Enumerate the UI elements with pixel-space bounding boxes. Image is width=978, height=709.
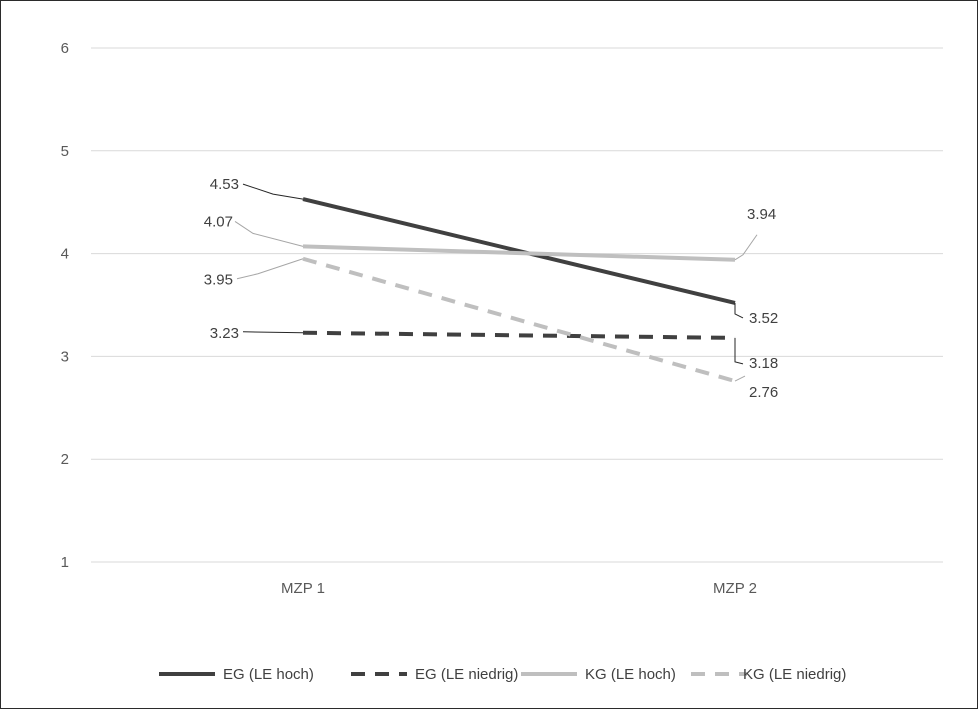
- data-label-eg-le-niedrig-2: 3.18: [749, 355, 778, 372]
- legend-label: KG (LE hoch): [585, 666, 676, 683]
- series-line-kg-le-hoch: [302, 244, 736, 262]
- legend-label: EG (LE niedrig): [415, 666, 518, 683]
- y-tick-label: 5: [61, 143, 69, 160]
- data-label-eg-le-hoch-1: 4.53: [210, 176, 239, 193]
- legend-item-eg-le-hoch: EG (LE hoch): [159, 666, 314, 683]
- leader-line: [234, 220, 304, 247]
- legend-label: EG (LE hoch): [223, 666, 314, 683]
- legend-label: KG (LE niedrig): [743, 666, 846, 683]
- data-label-kg-le-niedrig-1: 3.95: [204, 272, 233, 289]
- legend-item-kg-le-hoch: KG (LE hoch): [521, 666, 676, 683]
- x-axis-ticks: MZP 1 MZP 2: [281, 580, 757, 597]
- series-line-eg-le-hoch: [302, 197, 736, 305]
- series-lines: [302, 197, 736, 383]
- y-tick-label: 6: [61, 40, 69, 57]
- leader-line: [734, 234, 758, 261]
- series-line-kg-le-niedrig: [302, 256, 736, 383]
- leader-line: [242, 331, 304, 334]
- leader-line: [242, 183, 304, 200]
- x-tick-label: MZP 1: [281, 580, 325, 597]
- y-tick-label: 1: [61, 554, 69, 571]
- series-line-eg-le-niedrig: [302, 330, 736, 340]
- data-label-eg-le-hoch-2: 3.52: [749, 310, 778, 327]
- leader-line: [734, 375, 746, 382]
- x-tick-label: MZP 2: [713, 580, 757, 597]
- leader-line: [236, 258, 304, 280]
- label-leaders: [234, 183, 758, 382]
- y-tick-label: 4: [61, 246, 69, 263]
- legend-item-eg-le-niedrig: EG (LE niedrig): [351, 666, 518, 683]
- data-label-eg-le-niedrig-1: 3.23: [210, 325, 239, 342]
- legend: EG (LE hoch) EG (LE niedrig) KG (LE hoch) K…: [159, 666, 846, 683]
- data-label-kg-le-niedrig-2: 2.76: [749, 384, 778, 401]
- gridlines: [91, 47, 943, 563]
- data-label-kg-le-hoch-1: 4.07: [204, 213, 233, 230]
- y-axis-ticks: 1 2 3 4 5 6: [61, 40, 69, 571]
- y-tick-label: 3: [61, 348, 69, 365]
- data-label-kg-le-hoch-2: 3.94: [747, 206, 776, 223]
- leader-line: [734, 302, 744, 319]
- y-tick-label: 2: [61, 451, 69, 468]
- leader-line: [734, 337, 744, 365]
- data-labels: 4.53 3.52 3.23 3.18 4.07 3.94 3.95 2.76: [204, 176, 778, 401]
- legend-item-kg-le-niedrig: KG (LE niedrig): [691, 666, 846, 683]
